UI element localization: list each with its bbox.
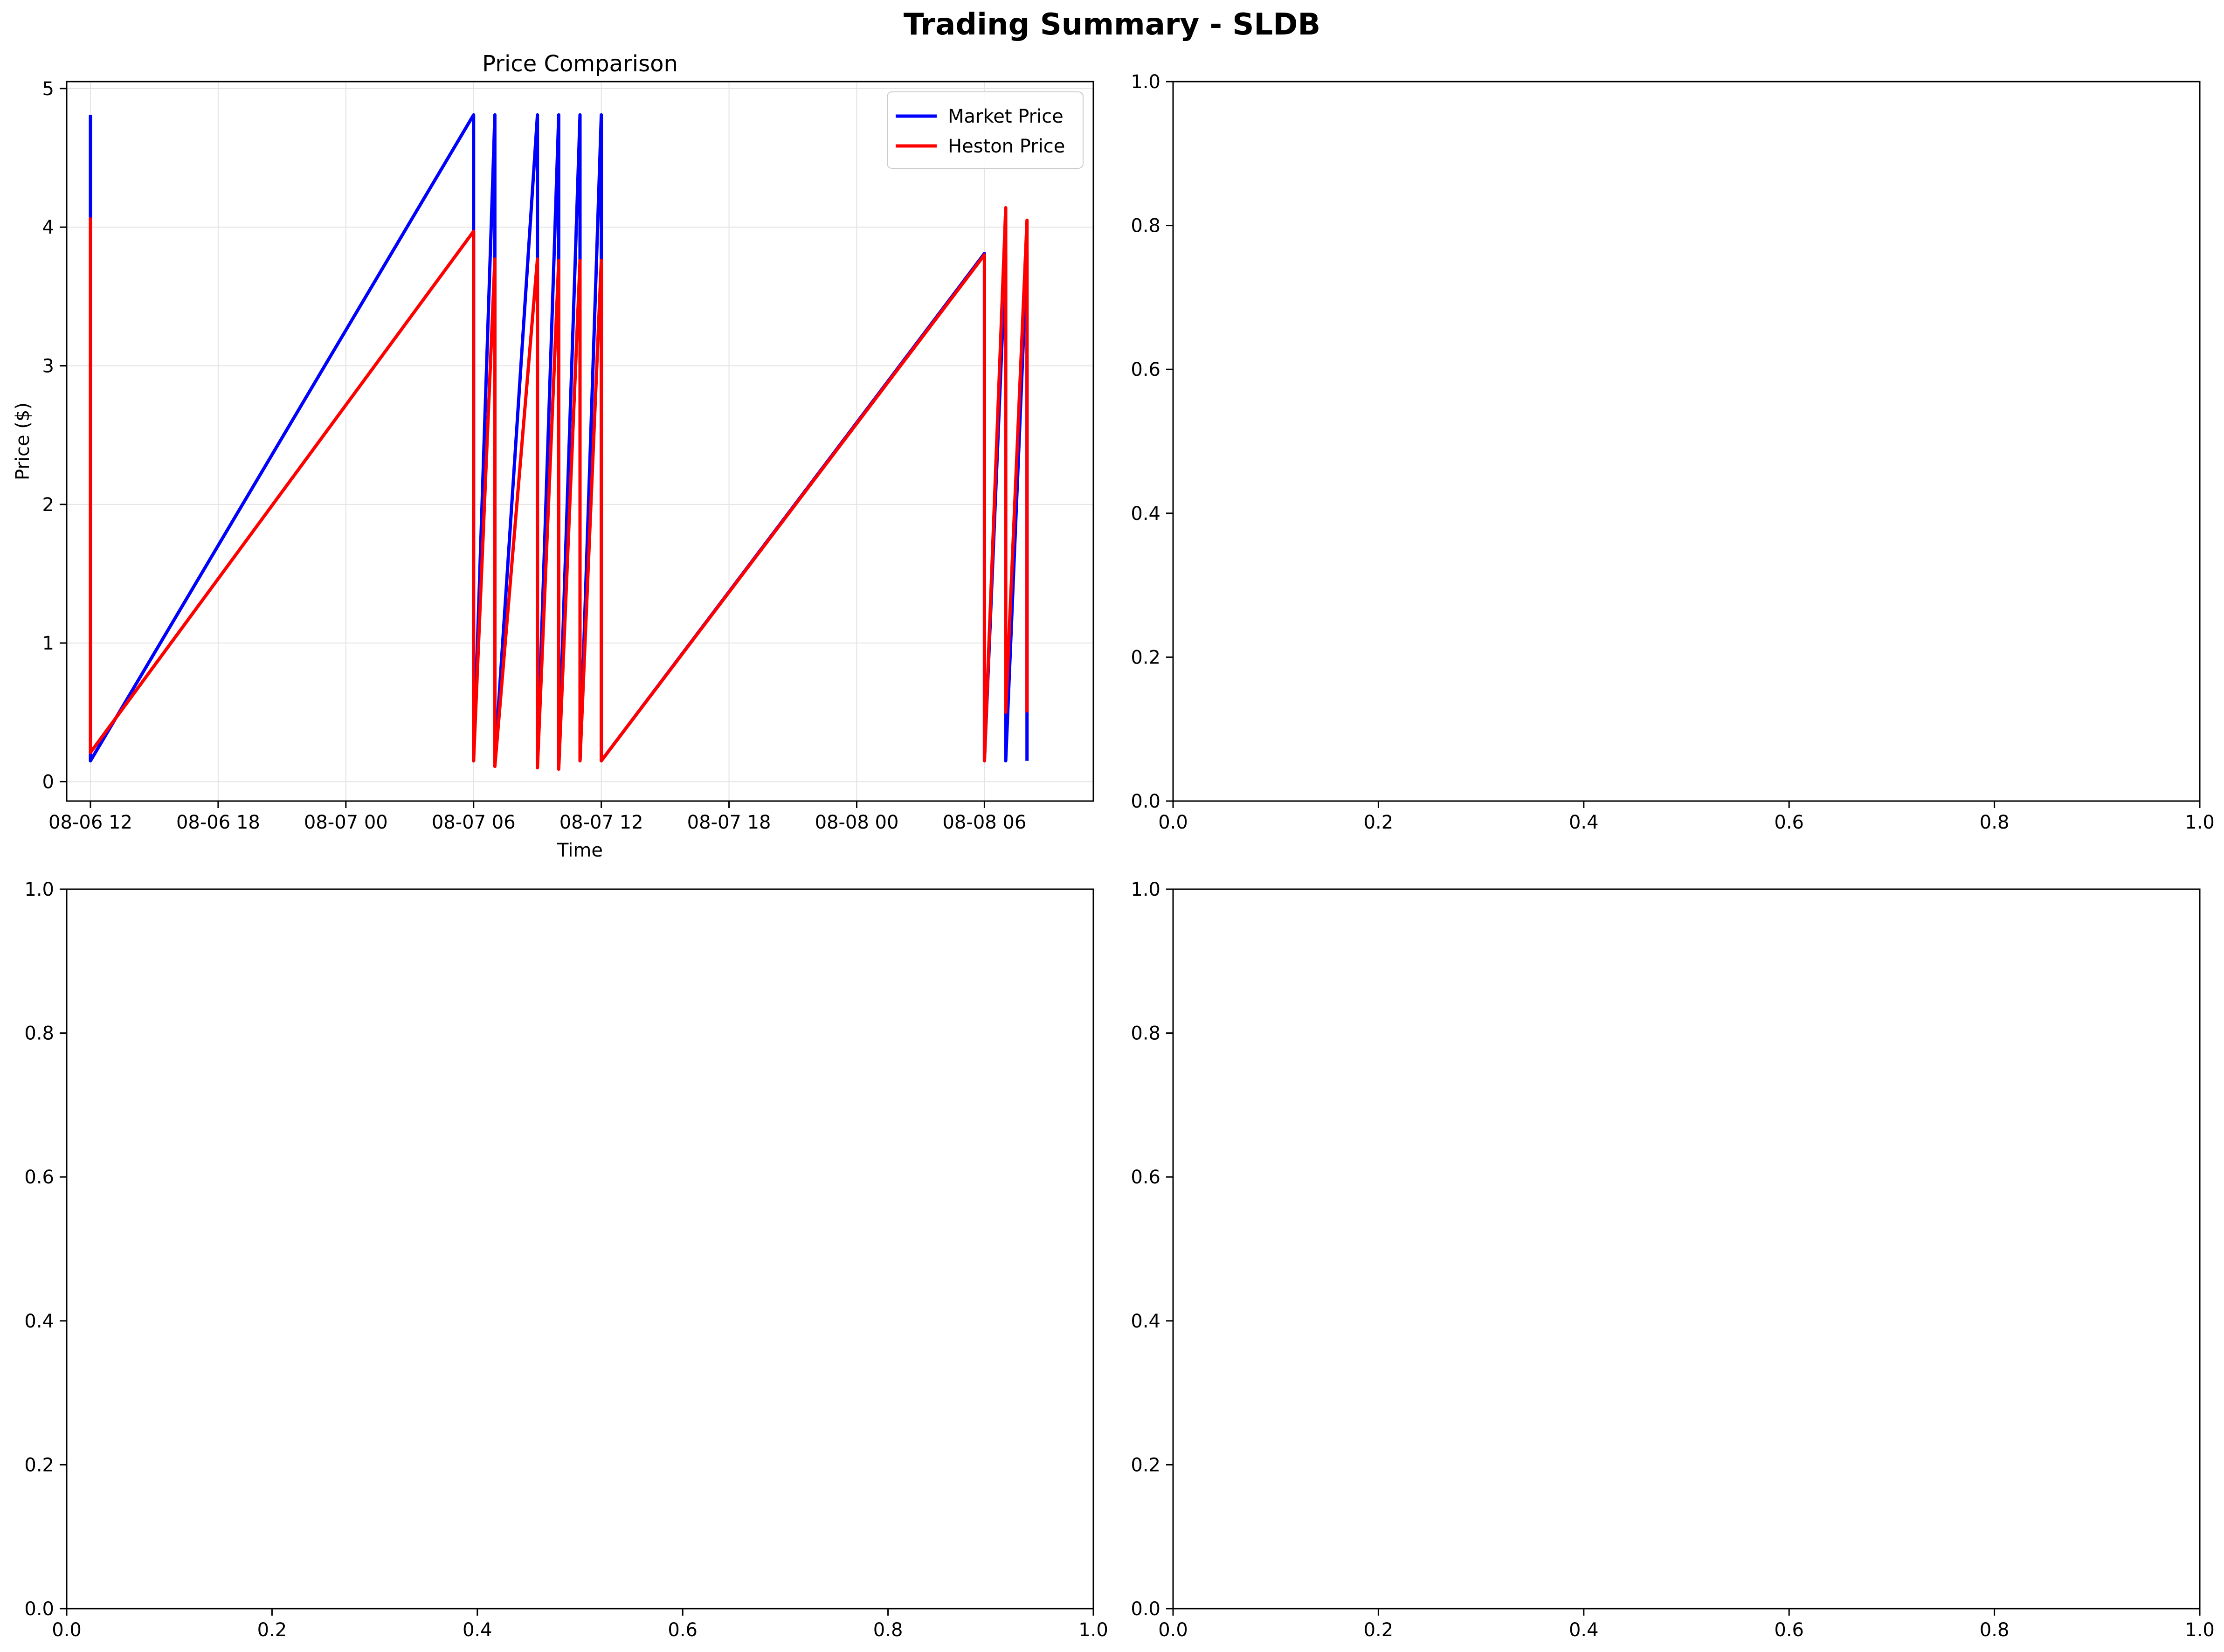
x-axis-ticks: 08-06 12 08-06 18 08-07 00 08-07 06 08-07 12… <box>48 801 1026 833</box>
y-tick-label: 0.4 <box>1131 1311 1160 1332</box>
legend-label: Heston Price <box>948 136 1065 157</box>
y-tick-label: 1.0 <box>1131 879 1160 900</box>
x-tick-label: 08-07 06 <box>432 812 516 833</box>
y-tick-label: 0.6 <box>1131 1167 1160 1188</box>
subplot-4: 0.0 0.2 0.4 0.6 0.8 1.0 0.0 0.2 0.4 0.6 0.8 1.0 <box>1131 879 2214 1641</box>
x-tick-label: 0.0 <box>1158 1619 1188 1641</box>
y-axis-ticks: 0 1 2 3 4 5 <box>42 78 67 793</box>
y-tick-label: 0.8 <box>1131 1023 1160 1044</box>
x-tick-label: 0.6 <box>668 1619 698 1641</box>
x-tick-label: 08-06 12 <box>48 812 132 833</box>
y-tick-label: 0.2 <box>24 1454 54 1476</box>
x-tick-label: 0.2 <box>1364 1619 1394 1641</box>
y-tick-label: 0.6 <box>24 1167 54 1188</box>
y-axis-ticks: 0.0 0.2 0.4 0.6 0.8 1.0 <box>24 879 67 1620</box>
y-tick-label: 0.0 <box>1131 791 1160 812</box>
y-tick-label: 0.0 <box>1131 1598 1160 1620</box>
subplot-title: Price Comparison <box>482 51 678 77</box>
x-tick-label: 0.4 <box>1569 812 1599 833</box>
x-tick-label: 0.0 <box>52 1619 82 1641</box>
y-tick-label: 0.6 <box>1131 359 1160 380</box>
axes-frame <box>66 888 1094 1610</box>
y-tick-label: 2 <box>42 494 54 516</box>
y-tick-label: 0.2 <box>1131 647 1160 668</box>
x-tick-label: 08-06 18 <box>176 812 260 833</box>
y-tick-label: 0.4 <box>24 1311 54 1332</box>
x-tick-label: 1.0 <box>1078 1619 1108 1641</box>
x-axis-label: Time <box>557 840 603 861</box>
y-tick-label: 0.4 <box>1131 503 1160 525</box>
x-tick-label: 0.6 <box>1774 812 1804 833</box>
x-tick-label: 0.0 <box>1158 812 1188 833</box>
x-tick-label: 0.8 <box>873 1619 903 1641</box>
legend-box <box>887 91 1084 169</box>
y-tick-label: 1 <box>42 633 54 654</box>
y-tick-label: 0.2 <box>1131 1454 1160 1476</box>
x-tick-label: 08-08 06 <box>942 812 1026 833</box>
axes-frame <box>1172 81 2201 802</box>
x-tick-label: 1.0 <box>2185 1619 2215 1641</box>
y-tick-label: 3 <box>42 355 54 377</box>
y-axis-ticks: 0.0 0.2 0.4 0.6 0.8 1.0 <box>1131 71 1173 812</box>
y-tick-label: 5 <box>42 78 54 100</box>
x-tick-label: 0.6 <box>1774 1619 1804 1641</box>
legend-label: Market Price <box>948 106 1064 127</box>
y-tick-label: 1.0 <box>24 879 54 900</box>
x-axis-ticks: 0.0 0.2 0.4 0.6 0.8 1.0 <box>1158 801 2215 833</box>
x-tick-label: 0.8 <box>1980 1619 2010 1641</box>
subplot-3: 0.0 0.2 0.4 0.6 0.8 1.0 0.0 0.2 0.4 0.6 0.8 1.0 <box>24 879 1108 1641</box>
x-tick-label: 0.8 <box>1980 812 2010 833</box>
y-tick-label: 0 <box>42 771 54 793</box>
x-tick-label: 0.2 <box>257 1619 287 1641</box>
y-tick-label: 0.0 <box>24 1598 54 1620</box>
subplot-grid: 08-06 12 08-06 18 08-07 00 08-07 06 08-07 12… <box>12 51 2215 1641</box>
x-tick-label: 0.4 <box>1569 1619 1599 1641</box>
subplot-2: 0.0 0.2 0.4 0.6 0.8 1.0 0.0 0.2 0.4 0.6 0.8 1.0 <box>1131 71 2214 833</box>
axes-frame <box>66 81 1094 802</box>
y-axis-label: Price ($) <box>12 402 34 480</box>
x-tick-label: 08-07 18 <box>687 812 771 833</box>
series-line-heston-price <box>89 206 1029 771</box>
subplot-1: 08-06 12 08-06 18 08-07 00 08-07 06 08-07 12… <box>12 51 1094 861</box>
y-axis-ticks: 0.0 0.2 0.4 0.6 0.8 1.0 <box>1131 879 1173 1620</box>
x-tick-label: 08-07 00 <box>304 812 388 833</box>
y-tick-label: 1.0 <box>1131 71 1160 93</box>
figure-title: Trading Summary - SLDB <box>904 7 1320 42</box>
x-axis-ticks: 0.0 0.2 0.4 0.6 0.8 1.0 <box>1158 1609 2215 1641</box>
y-tick-label: 4 <box>42 217 54 238</box>
series-group <box>89 113 1029 771</box>
axes-frame <box>1172 888 2201 1610</box>
x-tick-label: 0.4 <box>463 1619 492 1641</box>
x-tick-label: 0.2 <box>1364 812 1394 833</box>
x-axis-ticks: 0.0 0.2 0.4 0.6 0.8 1.0 <box>52 1609 1108 1641</box>
y-tick-label: 0.8 <box>1131 215 1160 237</box>
x-tick-label: 1.0 <box>2185 812 2215 833</box>
x-tick-label: 08-07 12 <box>559 812 643 833</box>
legend: Market Price Heston Price <box>887 91 1084 169</box>
y-tick-label: 0.8 <box>24 1023 54 1044</box>
x-tick-label: 08-08 00 <box>815 812 899 833</box>
